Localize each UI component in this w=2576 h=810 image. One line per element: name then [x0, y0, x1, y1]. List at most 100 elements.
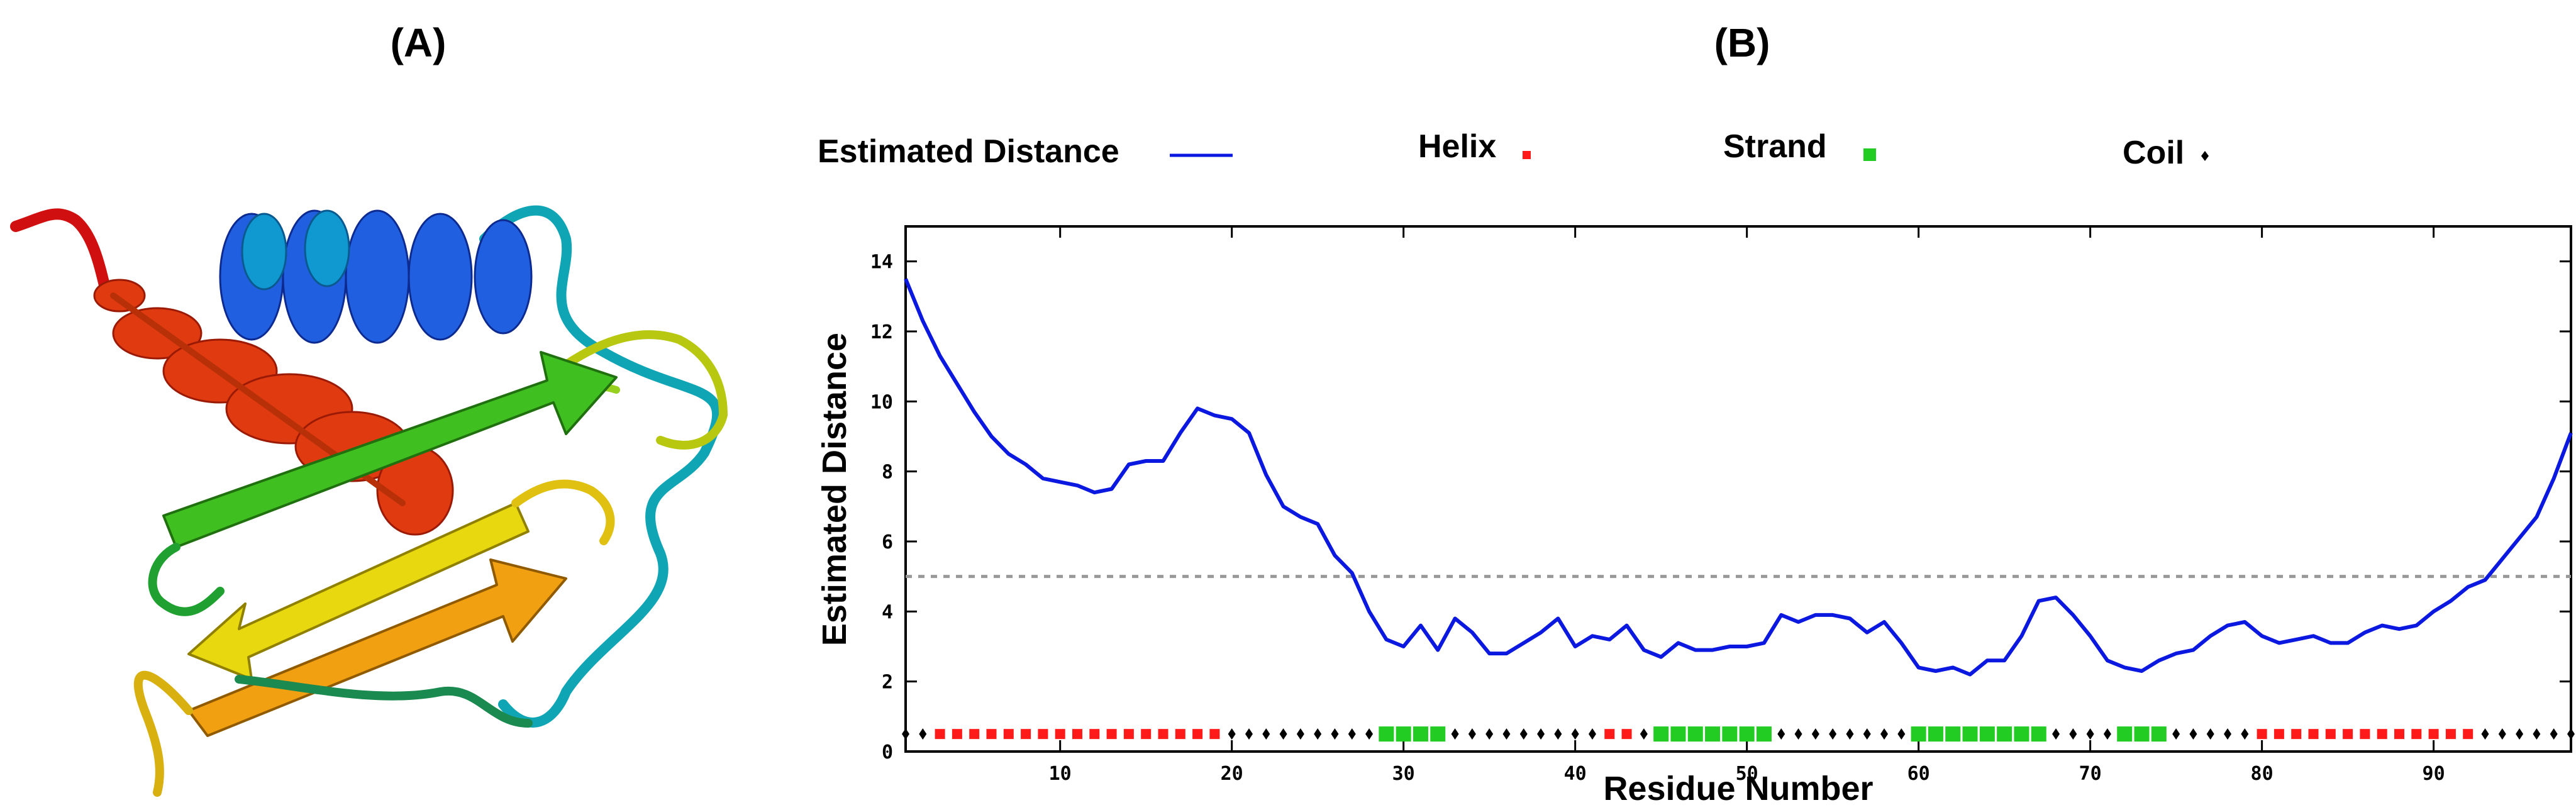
- marker-coil: [1537, 728, 1545, 740]
- marker-helix: [1055, 729, 1065, 740]
- marker-helix: [1604, 729, 1615, 740]
- panel-a: (A): [10, 20, 728, 797]
- marker-helix: [1003, 729, 1014, 740]
- y-tick-label: 10: [870, 391, 893, 413]
- marker-coil: [1863, 728, 1871, 740]
- marker-helix: [2291, 729, 2302, 740]
- marker-strand: [1413, 726, 1428, 742]
- x-tick-label: 10: [1049, 763, 1072, 785]
- marker-coil: [902, 728, 909, 740]
- marker-coil: [2052, 728, 2060, 740]
- marker-coil: [919, 728, 927, 740]
- marker-coil: [2086, 728, 2094, 740]
- marker-helix: [1038, 729, 1048, 740]
- marker-coil: [2516, 728, 2524, 740]
- marker-coil: [1245, 728, 1253, 740]
- marker-strand: [2151, 726, 2167, 742]
- marker-coil: [2103, 728, 2111, 740]
- marker-coil: [1571, 728, 1579, 740]
- marker-strand: [1379, 726, 1394, 742]
- panel-b-label: (B): [1714, 20, 1770, 65]
- marker-coil: [1365, 728, 1374, 740]
- marker-helix: [2445, 729, 2456, 740]
- marker-coil: [1314, 728, 1322, 740]
- marker-helix: [2325, 729, 2336, 740]
- legend-marker-coil: [2201, 151, 2209, 161]
- marker-coil: [2206, 728, 2214, 740]
- marker-helix: [1209, 729, 1220, 740]
- marker-coil: [1502, 728, 1511, 740]
- marker-coil: [2224, 728, 2232, 740]
- legend: Estimated Distance Helix Strand Coil: [818, 128, 2209, 171]
- marker-strand: [2014, 726, 2029, 742]
- marker-strand: [1739, 726, 1755, 742]
- marker-coil: [2498, 728, 2506, 740]
- marker-coil: [1846, 728, 1854, 740]
- marker-helix: [1089, 729, 1100, 740]
- x-axis-title: Residue Number: [1603, 770, 1873, 807]
- marker-strand: [1962, 726, 1978, 742]
- protein-ribbon-structure-icon: [10, 205, 728, 797]
- y-tick-label: 6: [882, 531, 893, 553]
- marker-helix: [969, 729, 980, 740]
- legend-label-strand: Strand: [1723, 128, 1827, 165]
- marker-strand: [1979, 726, 1995, 742]
- marker-coil: [1794, 728, 1802, 740]
- y-tick-label: 12: [870, 321, 893, 343]
- marker-helix: [2394, 729, 2405, 740]
- marker-strand: [1687, 726, 1703, 742]
- marker-coil: [1279, 728, 1287, 740]
- marker-coil: [1811, 728, 1819, 740]
- marker-coil: [1519, 728, 1528, 740]
- marker-strand: [1756, 726, 1772, 742]
- marker-helix: [2308, 729, 2319, 740]
- marker-strand: [1928, 726, 1943, 742]
- marker-coil: [2069, 728, 2077, 740]
- marker-coil: [1228, 728, 1236, 740]
- marker-coil: [1485, 728, 1494, 740]
- marker-coil: [1468, 728, 1476, 740]
- marker-coil: [2567, 728, 2575, 740]
- marker-coil: [1897, 728, 1906, 740]
- marker-strand: [1705, 726, 1721, 742]
- marker-helix: [2411, 729, 2422, 740]
- x-tick-label: 90: [2423, 763, 2445, 785]
- marker-coil: [1451, 728, 1459, 740]
- marker-coil: [1829, 728, 1837, 740]
- marker-strand: [1722, 726, 1738, 742]
- marker-helix: [935, 729, 945, 740]
- marker-strand: [1653, 726, 1669, 742]
- marker-coil: [1777, 728, 1785, 740]
- marker-helix: [2273, 729, 2284, 740]
- legend-marker-strand: [1863, 148, 1876, 161]
- marker-strand: [2117, 726, 2133, 742]
- marker-coil: [2533, 728, 2541, 740]
- y-tick-label: 14: [870, 252, 893, 274]
- y-tick-label: 4: [882, 601, 893, 623]
- marker-helix: [2428, 729, 2439, 740]
- x-axis: 10 20 30 40 50 60 70 80 90: [1049, 226, 2445, 785]
- marker-strand: [2134, 726, 2150, 742]
- marker-strand: [1945, 726, 1961, 742]
- marker-helix: [2343, 729, 2353, 740]
- x-tick-label: 50: [1736, 763, 1758, 785]
- panel-b: (B) Estimated Distance Helix Strand Coil…: [816, 20, 2575, 807]
- marker-helix: [1621, 729, 1632, 740]
- panel-a-label: (A): [391, 20, 447, 65]
- marker-helix: [1141, 729, 1152, 740]
- marker-helix: [1175, 729, 1185, 740]
- marker-coil: [1331, 728, 1339, 740]
- marker-coil: [1554, 728, 1562, 740]
- marker-coil: [2241, 728, 2249, 740]
- series-line-estimated-distance: [904, 278, 2573, 677]
- secondary-structure-markers: [902, 726, 2575, 742]
- marker-strand: [1396, 726, 1411, 742]
- marker-helix: [1021, 729, 1031, 740]
- x-tick-label: 20: [1221, 763, 1243, 785]
- marker-strand: [1670, 726, 1686, 742]
- plot-frame: [904, 225, 2572, 753]
- marker-helix: [1106, 729, 1117, 740]
- marker-coil: [1588, 728, 1596, 740]
- marker-helix: [1192, 729, 1203, 740]
- marker-coil: [2481, 728, 2489, 740]
